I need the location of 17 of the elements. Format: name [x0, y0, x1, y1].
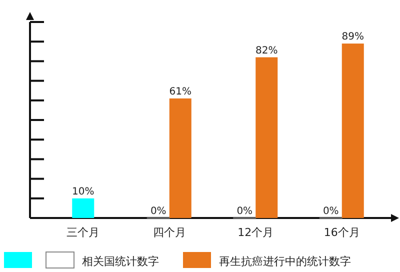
data-label: 0%: [150, 206, 166, 217]
bar: [169, 98, 192, 218]
data-label: 61%: [169, 86, 192, 98]
legend-label: 再生抗癌进行中的统计数字: [219, 255, 351, 268]
data-label: 10%: [72, 186, 94, 198]
data-label: 0%: [322, 206, 339, 217]
legend-label: 相关国统计数字: [82, 255, 159, 268]
bar: [256, 57, 278, 218]
data-label: 82%: [256, 45, 278, 56]
x-tick-label: 12个月: [238, 226, 274, 239]
data-label: 0%: [236, 206, 253, 217]
bar: [342, 44, 364, 218]
x-tick-label: 四个月: [152, 226, 186, 239]
x-tick-label: 三个月: [66, 226, 100, 239]
data-label: 89%: [342, 32, 364, 43]
bar: [72, 198, 94, 218]
x-tick-label: 16个月: [324, 226, 360, 239]
